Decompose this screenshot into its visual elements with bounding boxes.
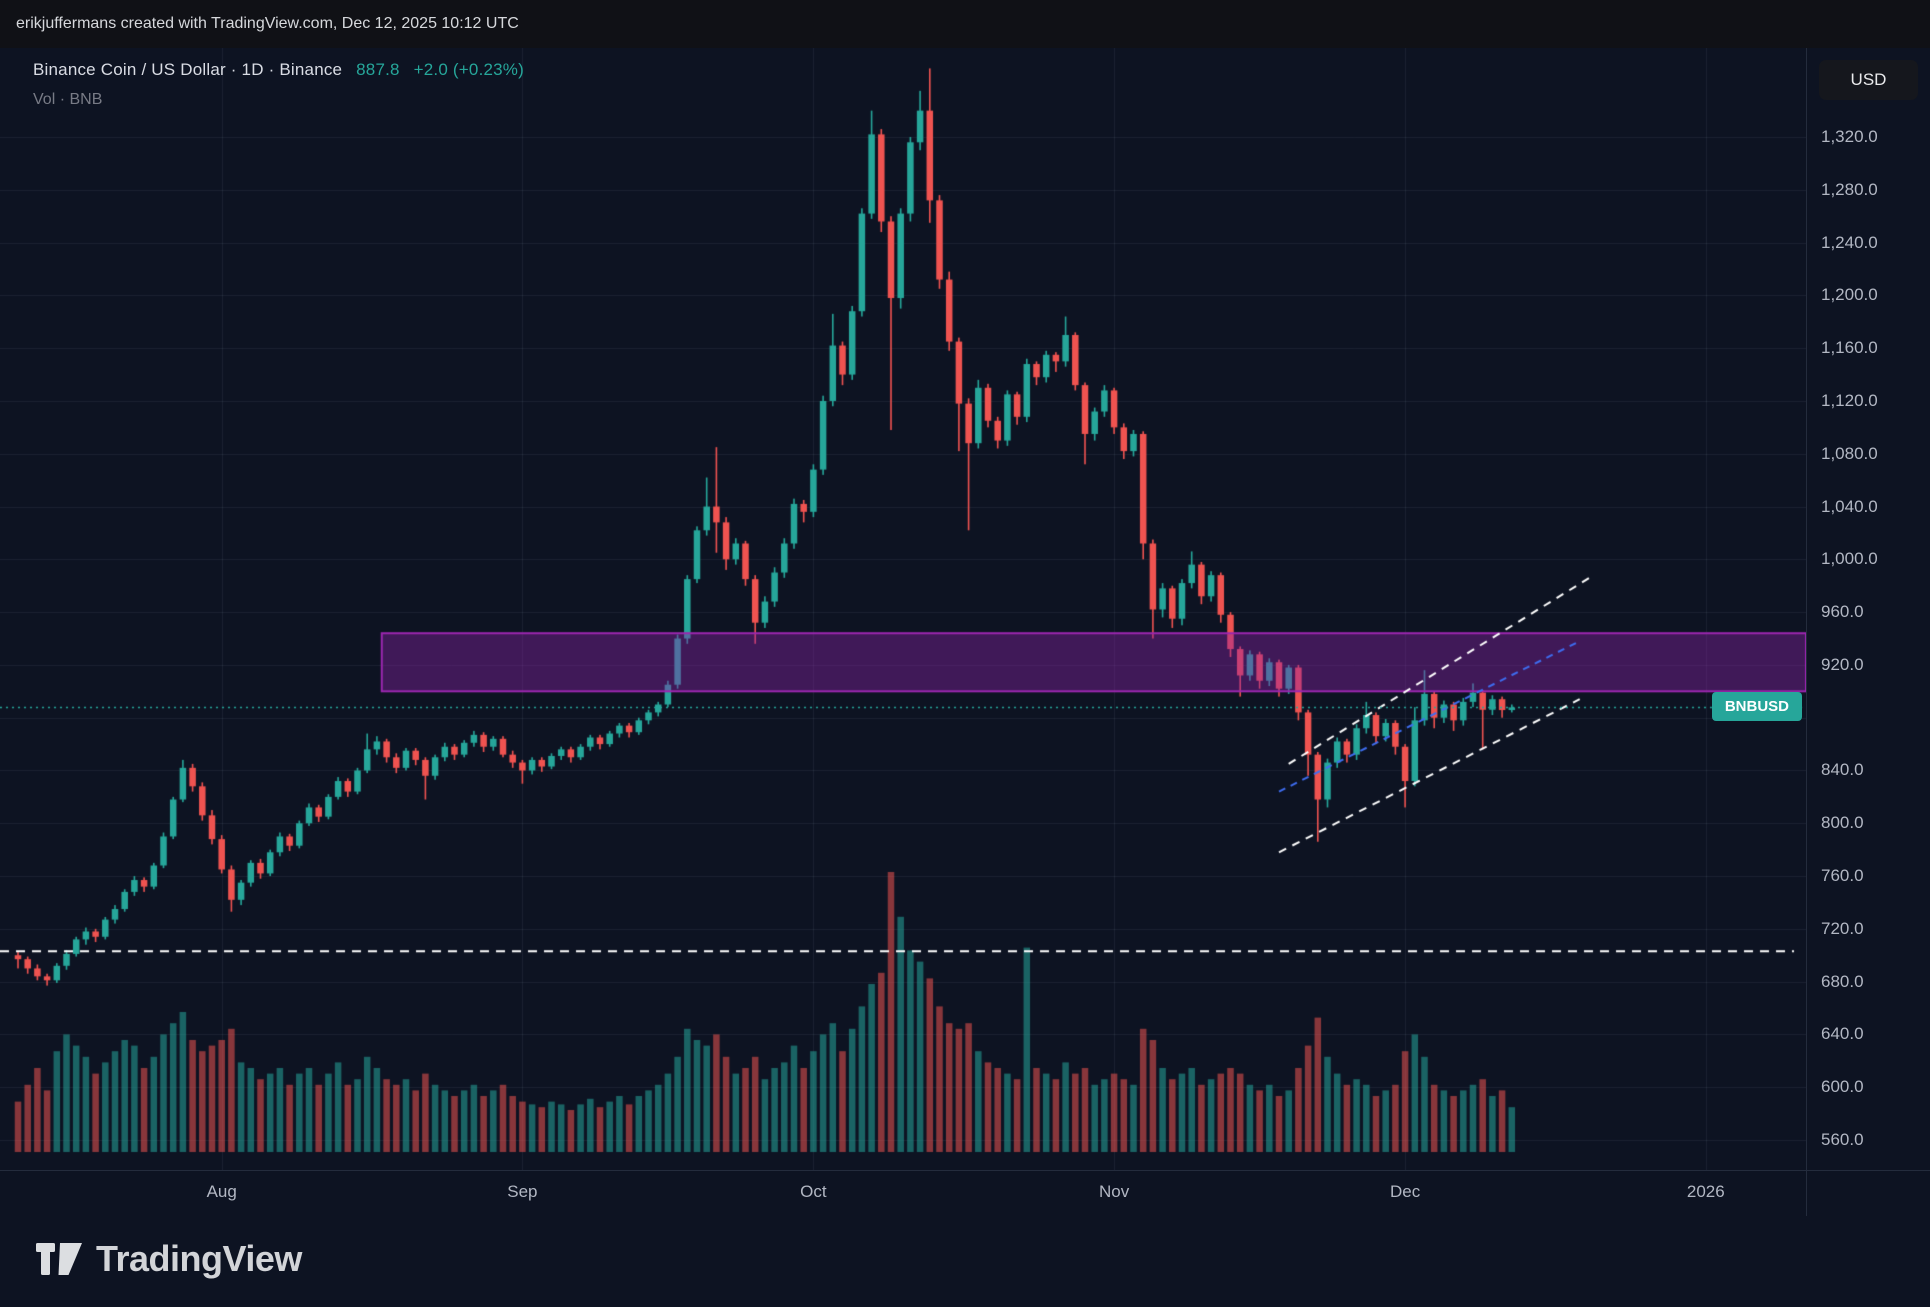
price-axis[interactable]: USD 887.8 13:47:05 1,320.01,280.01,240.0… — [1806, 48, 1930, 1216]
price-tick-label: 760.0 — [1821, 866, 1864, 886]
tradingview-logo-icon — [36, 1243, 82, 1275]
tradingview-logo-text: TradingView — [96, 1238, 302, 1279]
price-tick-label: 1,120.0 — [1821, 390, 1878, 410]
price-tick-label: 1,000.0 — [1821, 549, 1878, 569]
footer: TradingView — [0, 1216, 1930, 1307]
volume-indicator-label[interactable]: Vol · BNB — [33, 91, 103, 108]
symbol-title[interactable]: Binance Coin / US Dollar · 1D · Binance — [33, 60, 343, 79]
price-tick-label: 1,240.0 — [1821, 232, 1878, 252]
time-tick-label: Oct — [800, 1182, 827, 1201]
tradingview-logo[interactable]: TradingView — [36, 1238, 302, 1280]
price-tick-label: 1,320.0 — [1821, 127, 1878, 147]
price-tick-label: 1,160.0 — [1821, 338, 1878, 358]
symbol-price-pill: BNBUSD — [1711, 692, 1802, 722]
legend-volume-row: Vol · BNB — [33, 91, 524, 109]
price-tick-label: 640.0 — [1821, 1024, 1864, 1044]
price-tick-label: 800.0 — [1821, 813, 1864, 833]
legend-symbol-row: Binance Coin / US Dollar · 1D · Binance … — [33, 60, 524, 80]
price-tick-label: 560.0 — [1821, 1130, 1864, 1149]
last-price-text: 887.8 — [356, 60, 400, 79]
price-tick-label: 840.0 — [1821, 760, 1864, 780]
chart-area: Binance Coin / US Dollar · 1D · Binance … — [0, 48, 1930, 1307]
price-tick-label: 720.0 — [1821, 918, 1864, 938]
time-axis[interactable]: Aug Sep Oct Nov Dec 2026 — [0, 1170, 1930, 1216]
price-tick-label: 1,280.0 — [1821, 179, 1878, 199]
price-tick-label: 1,080.0 — [1821, 443, 1878, 463]
attribution-bar: erikjuffermans created with TradingView.… — [0, 0, 1930, 48]
chart-legend: Binance Coin / US Dollar · 1D · Binance … — [33, 60, 524, 109]
price-tick-label: 960.0 — [1821, 602, 1864, 622]
time-tick-label: Dec — [1389, 1182, 1421, 1201]
attribution-text: erikjuffermans created with TradingView.… — [16, 15, 519, 32]
price-tick-label: 1,200.0 — [1821, 285, 1878, 305]
time-tick-label: Nov — [1098, 1182, 1130, 1201]
currency-usd-button[interactable]: USD — [1819, 60, 1918, 100]
price-chart-canvas[interactable] — [0, 48, 1806, 1170]
time-tick-label: Sep — [507, 1182, 538, 1201]
price-tick-label: 1,040.0 — [1821, 496, 1878, 516]
price-tick-label: 920.0 — [1821, 654, 1864, 674]
price-change-text: +2.0 (+0.23%) — [413, 60, 524, 79]
price-tick-label: 600.0 — [1821, 1077, 1864, 1097]
price-tick-label: 680.0 — [1821, 971, 1864, 991]
time-tick-label: Aug — [206, 1182, 237, 1201]
time-tick-label: 2026 — [1686, 1182, 1725, 1201]
